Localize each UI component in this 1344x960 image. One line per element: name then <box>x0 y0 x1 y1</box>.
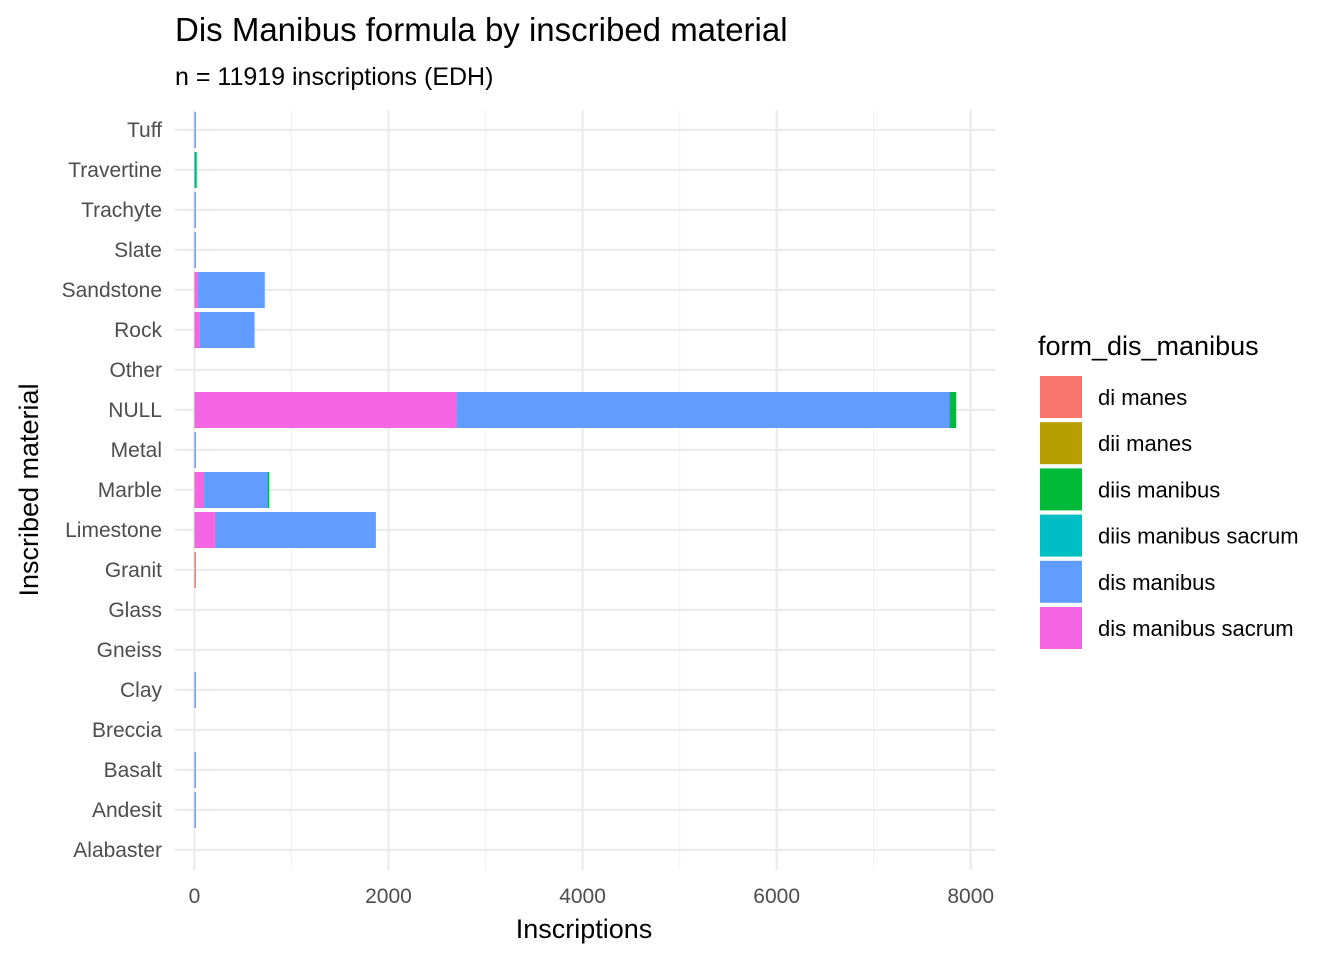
legend-key <box>1040 422 1082 465</box>
bar-segment <box>204 472 268 508</box>
y-tick-label: Glass <box>108 599 162 622</box>
y-tick-label: Limestone <box>65 519 162 542</box>
bar-segment <box>194 472 205 508</box>
y-tick-label: Slate <box>114 239 162 262</box>
bar-segment <box>194 672 196 708</box>
y-tick-label: Tuff <box>127 119 162 142</box>
legend-key <box>1040 560 1082 603</box>
bar-segment <box>194 192 196 228</box>
bar-segment <box>199 312 255 348</box>
x-tick-label: 4000 <box>559 885 606 908</box>
bar-segment <box>195 152 197 188</box>
x-tick-labels: 0 2000 4000 6000 8000 <box>189 885 995 908</box>
chart-title: Dis Manibus formula by inscribed materia… <box>175 11 788 48</box>
legend-title: form_dis_manibus <box>1038 331 1259 361</box>
y-tick-labels: Alabaster Andesit Basalt Breccia Clay Gneiss G… <box>62 119 163 862</box>
y-tick-label: Trachyte <box>81 199 162 222</box>
y-tick-label: Breccia <box>92 719 162 742</box>
legend: form_dis_manibus di manes dii manes diis m… <box>1038 331 1299 649</box>
y-axis-title: Inscribed material <box>14 383 44 596</box>
bar-segment <box>194 512 215 548</box>
bar-segment <box>194 552 196 588</box>
bar-segment <box>194 232 196 268</box>
y-tick-label: Gneiss <box>97 639 162 662</box>
grid-lines <box>175 110 995 870</box>
bar-segment <box>194 392 457 428</box>
y-tick-label: Travertine <box>68 159 162 182</box>
bar-layer <box>194 112 957 828</box>
y-tick-label: Basalt <box>104 759 163 782</box>
legend-key <box>1040 468 1082 511</box>
x-axis-title: Inscriptions <box>516 914 653 944</box>
bar-segment <box>456 392 950 428</box>
y-tick-label: Alabaster <box>73 839 162 862</box>
legend-label: dis manibus <box>1098 570 1215 595</box>
y-tick-label: Sandstone <box>62 279 162 302</box>
y-tick-label: Other <box>109 359 162 382</box>
y-tick-label: Clay <box>120 679 163 702</box>
bar-segment <box>197 272 265 308</box>
y-tick-label: NULL <box>108 399 162 422</box>
legend-label: dis manibus sacrum <box>1098 616 1294 641</box>
bar-segment <box>214 512 376 548</box>
y-tick-label: Metal <box>111 439 162 462</box>
bar-segment <box>194 792 196 828</box>
legend-key <box>1040 607 1082 649</box>
legend-label: dii manes <box>1098 431 1192 456</box>
y-tick-label: Granit <box>105 559 162 582</box>
y-tick-label: Marble <box>98 479 162 502</box>
legend-label: diis manibus sacrum <box>1098 524 1299 549</box>
x-tick-label: 6000 <box>753 885 800 908</box>
bar-segment <box>194 272 198 308</box>
x-tick-label: 0 <box>189 885 201 908</box>
bar-segment <box>267 472 270 508</box>
bar-segment <box>949 392 957 428</box>
bar-segment <box>194 312 200 348</box>
x-tick-label: 2000 <box>365 885 412 908</box>
legend-label: di manes <box>1098 385 1187 410</box>
bar-segment <box>194 432 196 468</box>
legend-key <box>1040 514 1082 557</box>
bar-segment <box>194 112 196 148</box>
bar-segment <box>194 152 196 188</box>
legend-label: diis manibus <box>1098 477 1220 502</box>
legend-key <box>1040 376 1082 418</box>
y-tick-label: Andesit <box>92 799 162 822</box>
y-tick-label: Rock <box>114 319 162 342</box>
chart-subtitle: n = 11919 inscriptions (EDH) <box>175 63 493 91</box>
bar-segment <box>194 752 196 788</box>
x-tick-label: 8000 <box>947 885 994 908</box>
